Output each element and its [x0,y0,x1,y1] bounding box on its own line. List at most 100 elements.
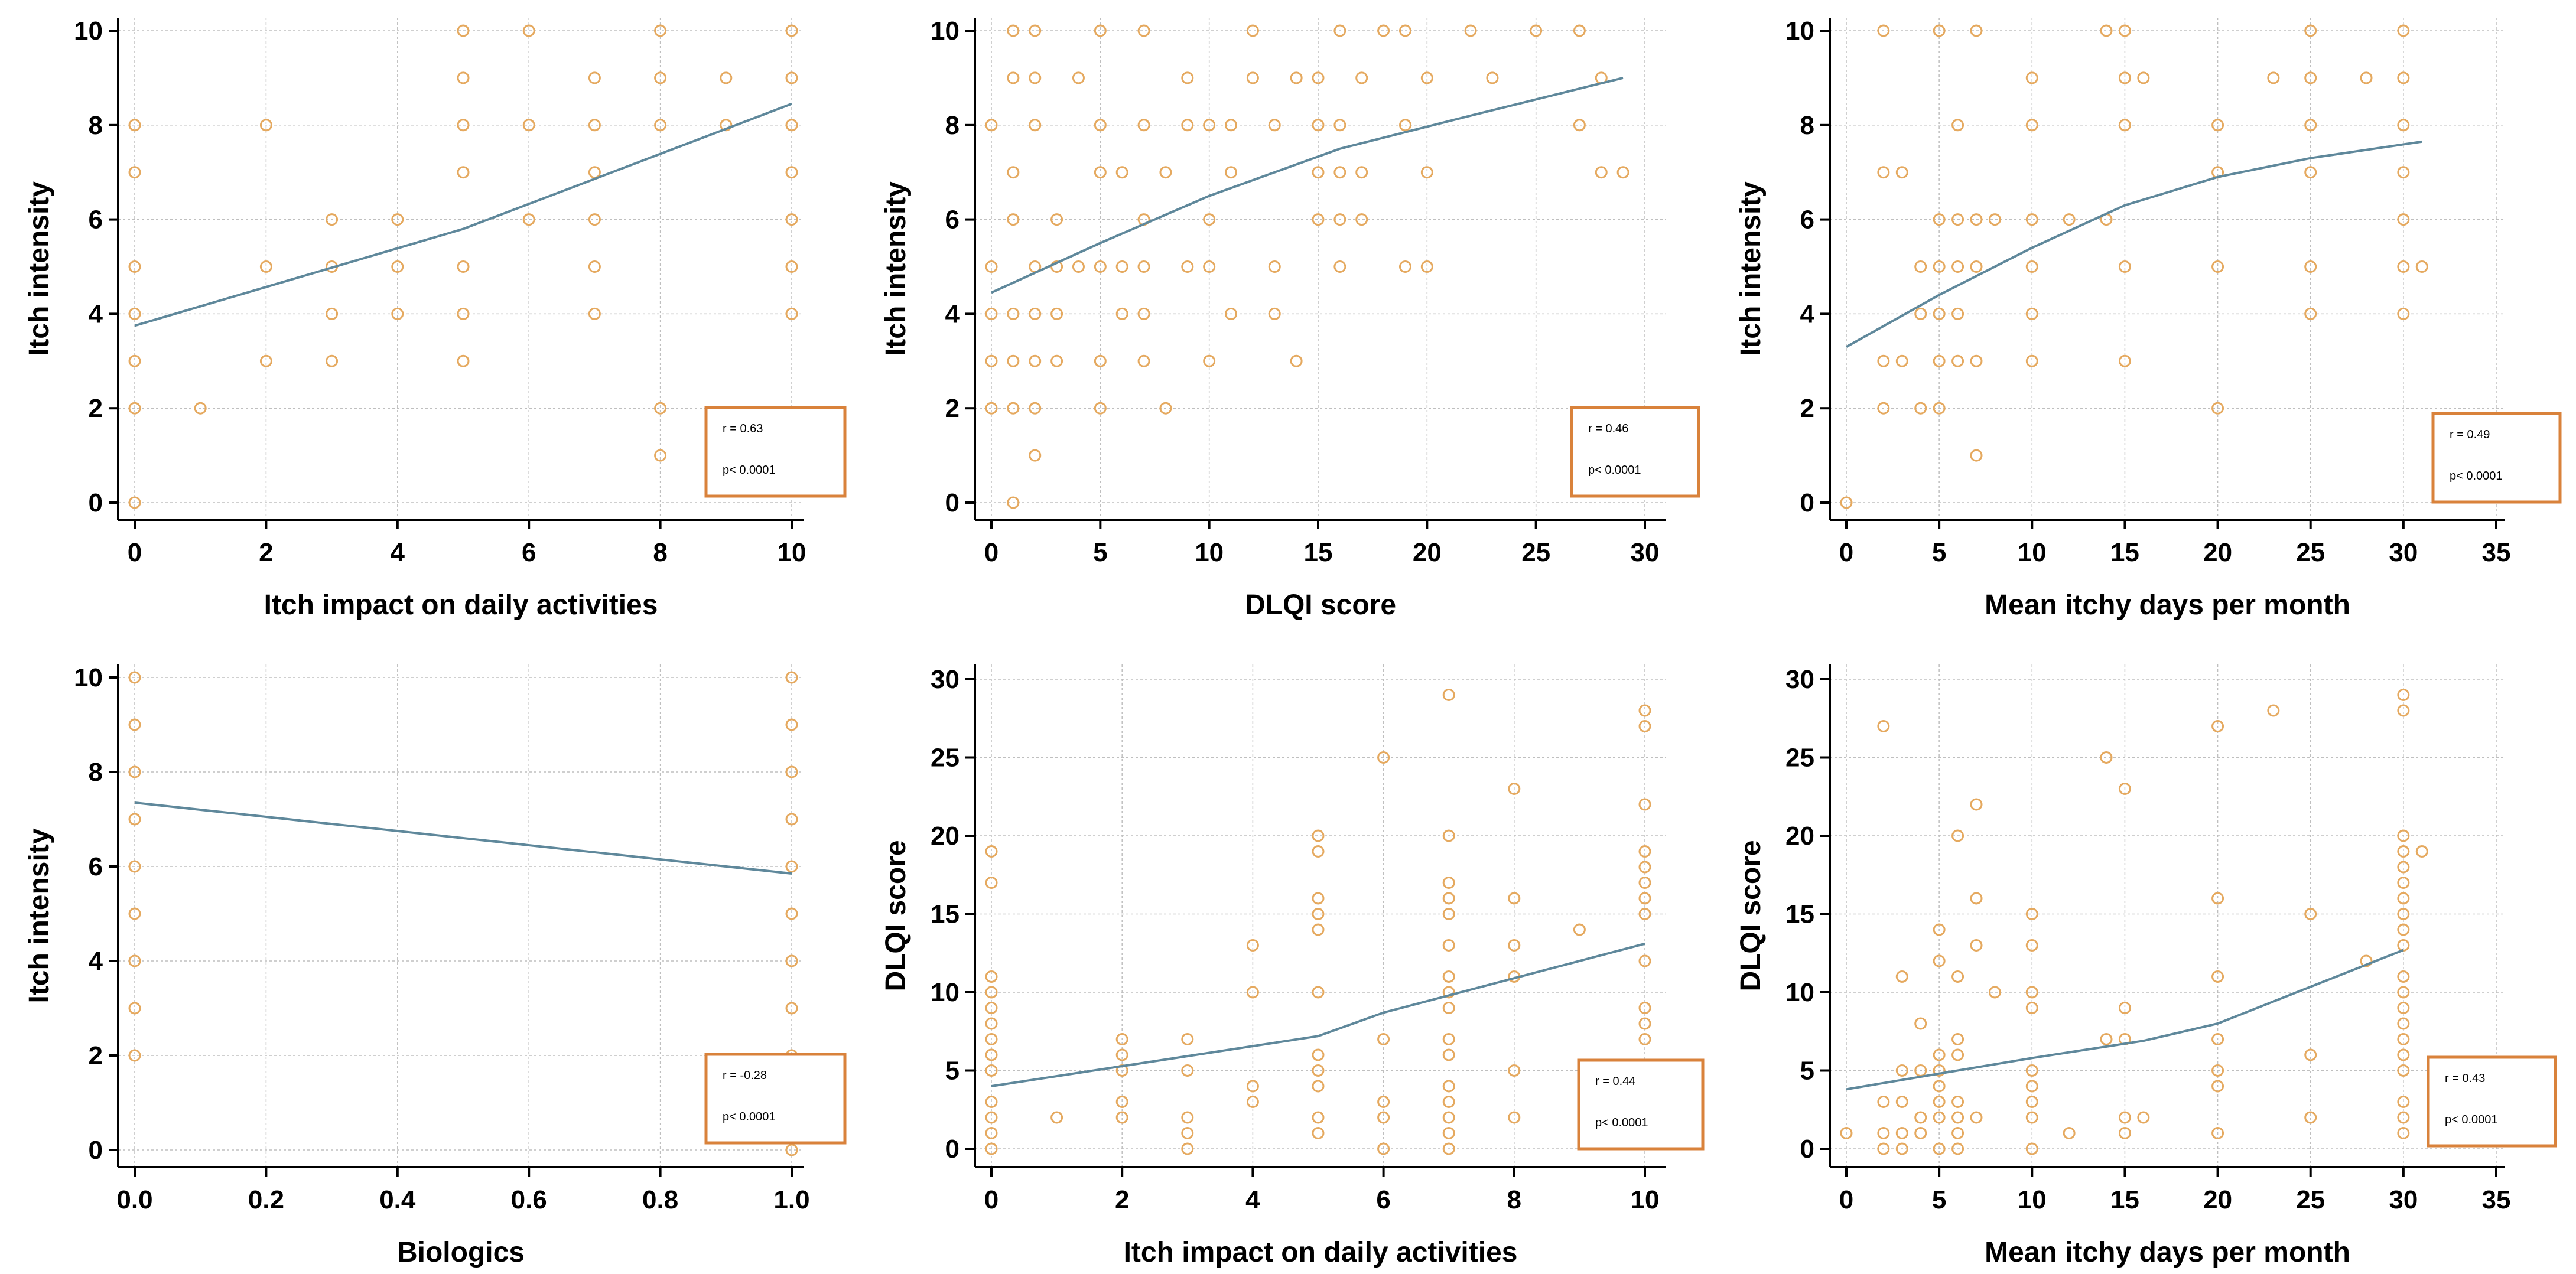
x-tick-label: 35 [2482,538,2511,567]
scatter-point [1181,1064,1194,1077]
scatter-point [1442,877,1455,889]
scatter-point [128,307,141,320]
y-tick-label: 4 [1800,299,1815,328]
scatter-point [1951,1048,1964,1061]
scatter-point [985,1017,998,1030]
x-tick-label: 20 [2203,538,2232,567]
scatter-point [1312,1080,1325,1093]
scatter-point [2211,119,2224,132]
scatter-point [1050,307,1063,320]
scatter-point [2397,1064,2410,1077]
scatter-point [1094,119,1107,132]
scatter-point [1638,720,1651,732]
scatter-point [1970,939,1983,952]
scatter-points [128,24,798,509]
scatter-point [785,765,798,778]
scatter-point [1377,1111,1390,1124]
y-axis-title: Itch intensity [880,181,912,356]
scatter-point [1486,71,1499,84]
scatter-point [259,260,272,273]
scatter-point [1933,213,1946,226]
scatter-point [2397,119,2410,132]
scatter-point [985,1064,998,1077]
scatter-point [1970,260,1983,273]
stats-r-value: r = 0.43 [2445,1072,2485,1085]
scatter-point [985,402,998,415]
x-tick-label: 10 [1195,538,1224,567]
gridlines [975,18,1666,520]
scatter-point [1312,829,1325,842]
x-tick-label: 0.0 [116,1185,152,1214]
scatter-point [128,496,141,509]
scatter-point [1877,166,1890,179]
scatter-point [654,71,667,84]
scatter-point [1007,166,1020,179]
scatter-point [2211,1127,2224,1139]
scatter-point [1442,1127,1455,1139]
scatter-point [1333,213,1346,226]
scatter-point [2100,1033,2113,1045]
scatter-point [1398,24,1411,37]
stats-box: r = 0.63 p< 0.0001 [704,406,847,498]
stats-box-frame [1570,406,1700,498]
scatter-point [2397,71,2410,84]
x-axis-title: Itch impact on daily activities [1124,1237,1518,1268]
scatter-point [1840,1127,1853,1139]
scatter-point [2304,1048,2317,1061]
scatter-point [2025,1080,2038,1093]
y-tick-label: 6 [945,206,960,234]
x-tick-label: 8 [1507,1185,1521,1214]
scatter-point [1094,260,1107,273]
scatter-point [785,718,798,731]
chart-panel-3: 0 5 10 15 20 25 30 35 0 2 4 6 8 10 Mean itchy days per… [1735,17,2562,621]
y-tick-label: 10 [931,978,960,1007]
scatter-point [1951,1127,1964,1139]
scatter-point [391,307,404,320]
scatter-point [985,260,998,273]
scatter-point [1181,1142,1194,1155]
y-axis-title: DLQI score [880,840,912,991]
scatter-point [1094,24,1107,37]
scatter-point [1312,1048,1325,1061]
scatter-point [785,813,798,826]
scatter-point [1951,119,1964,132]
scatter-point [1050,354,1063,367]
x-tick-label: 25 [2296,1185,2325,1214]
scatter-point [2267,71,2280,84]
y-axis-title: DLQI score [1735,840,1767,991]
scatter-point [1951,260,1964,273]
x-tick-label: 6 [522,538,536,567]
x-tick-label: 10 [1631,1185,1660,1214]
gridlines [1830,664,2505,1167]
stats-box: r = 0.46 p< 0.0001 [1570,406,1700,498]
scatter-point [1951,1142,1964,1155]
scatter-point [1970,213,1983,226]
scatter-point [1442,1142,1455,1155]
scatter-point [2063,213,2076,226]
scatter-point [2118,1127,2131,1139]
scatter-point [1877,1096,1890,1108]
scatter-point [2397,1111,2410,1124]
x-tick-label: 0 [128,538,142,567]
scatter-point [1638,1002,1651,1014]
scatter-point [1312,1127,1325,1139]
y-tick-label: 4 [89,947,103,976]
scatter-point [1203,354,1216,367]
scatter-point [1442,1111,1455,1124]
scatter-point [1933,260,1946,273]
scatter-point [2304,307,2317,320]
scatter-point [2397,1096,2410,1108]
regression-line [1846,140,2422,348]
scatter-point [2211,1080,2224,1093]
scatter-point [2415,260,2428,273]
scatter-point [1508,1111,1521,1124]
scatter-point [1029,307,1042,320]
x-axis-title: Mean itchy days per month [1985,589,2350,621]
scatter-point [1442,1096,1455,1108]
scatter-point [1970,24,1983,37]
scatter-point [1951,829,1964,842]
x-axis-title: Mean itchy days per month [1985,1237,2350,1268]
scatter-point [2397,260,2410,273]
scatter-point [2063,1127,2076,1139]
